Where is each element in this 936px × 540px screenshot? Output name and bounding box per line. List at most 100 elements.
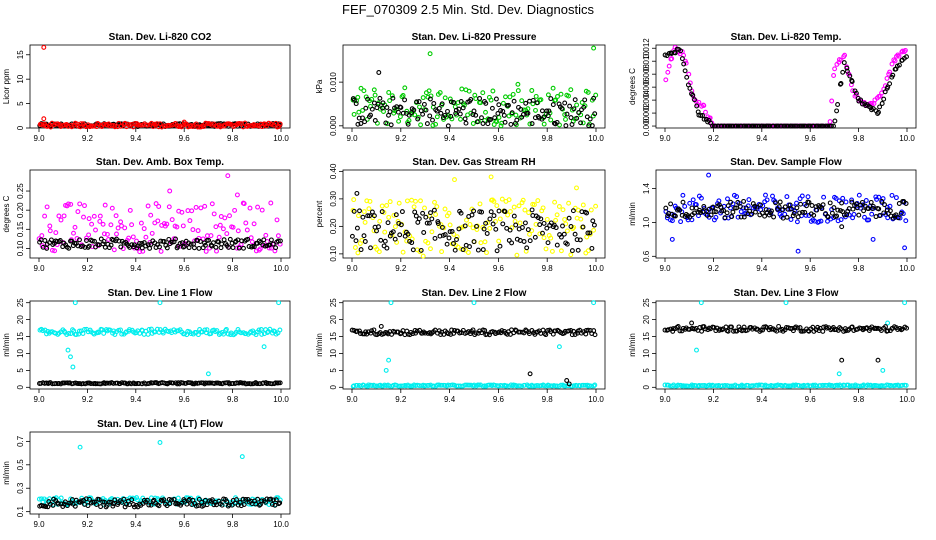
data-point <box>883 324 888 330</box>
x-tick-label: 9.0 <box>659 134 671 143</box>
data-point <box>387 109 393 115</box>
data-point <box>504 383 510 389</box>
data-point <box>376 70 382 75</box>
data-point <box>838 217 844 223</box>
data-point <box>593 92 599 98</box>
data-point <box>44 204 50 210</box>
data-point <box>556 204 562 209</box>
chart-panel-3: Stan. Dev. Li-820 Temp. degrees C 9.0 9.2 9.… <box>628 32 917 143</box>
data-point <box>137 241 142 246</box>
data-point <box>202 240 207 246</box>
data-point <box>554 242 560 248</box>
data-point <box>529 121 535 127</box>
data-point <box>418 198 423 204</box>
data-point <box>550 85 556 91</box>
data-point <box>790 123 796 129</box>
data-point <box>459 86 465 92</box>
data-point <box>202 242 208 248</box>
data-point <box>735 199 741 205</box>
data-point <box>153 201 159 207</box>
data-point <box>76 331 82 337</box>
data-point <box>389 93 395 99</box>
data-point <box>494 248 500 254</box>
data-point <box>104 380 110 386</box>
data-point <box>498 108 504 113</box>
data-point <box>118 327 123 333</box>
data-point <box>814 207 820 213</box>
data-point <box>167 380 173 386</box>
data-point <box>537 222 543 228</box>
data-point <box>548 117 554 123</box>
data-point <box>240 496 246 502</box>
data-point <box>238 330 244 336</box>
data-point <box>538 97 544 103</box>
data-point <box>451 330 457 336</box>
data-point <box>553 225 559 231</box>
data-point <box>784 194 790 200</box>
data-point <box>204 327 210 333</box>
data-point <box>57 238 63 243</box>
data-point <box>126 327 132 333</box>
data-point <box>96 497 102 502</box>
data-point <box>452 177 457 183</box>
data-point <box>387 98 393 104</box>
data-point <box>195 238 201 244</box>
data-point <box>460 247 466 253</box>
data-point <box>532 234 538 240</box>
data-point <box>56 213 62 219</box>
data-point <box>562 217 568 222</box>
data-point <box>451 100 457 105</box>
data-point <box>205 371 211 377</box>
data-point <box>571 106 577 112</box>
data-point <box>277 238 283 244</box>
data-point <box>167 188 173 194</box>
data-point <box>236 121 242 126</box>
y-axis-label: ml/min <box>315 333 324 357</box>
data-point <box>482 327 488 333</box>
data-point <box>764 197 770 203</box>
data-point <box>484 250 489 256</box>
data-point <box>182 243 187 249</box>
data-point <box>369 328 375 334</box>
x-tick-label: 9.8 <box>853 134 865 143</box>
data-point <box>566 200 572 206</box>
data-point <box>685 383 691 389</box>
data-point <box>447 222 453 228</box>
data-point <box>112 124 118 130</box>
data-point <box>568 328 574 333</box>
data-point <box>478 240 484 246</box>
y-tick-label: 0.000 <box>329 115 338 136</box>
data-point <box>892 58 898 64</box>
data-point <box>887 69 893 75</box>
data-point <box>213 224 219 230</box>
series-black <box>349 323 598 387</box>
data-point <box>728 199 734 205</box>
data-point <box>795 248 801 254</box>
data-point <box>666 63 672 69</box>
data-point <box>522 220 528 226</box>
x-tick-label: 9.2 <box>395 134 407 143</box>
data-point <box>416 216 422 222</box>
data-point <box>499 196 505 202</box>
data-point <box>383 367 389 373</box>
data-point <box>427 113 433 119</box>
data-point <box>480 90 486 96</box>
data-point <box>410 331 416 337</box>
data-point <box>477 96 483 101</box>
x-tick-label: 9.0 <box>659 395 671 404</box>
data-point <box>420 111 426 117</box>
data-point <box>78 121 84 127</box>
data-point <box>491 213 497 219</box>
data-point <box>351 383 357 389</box>
data-point <box>448 113 454 119</box>
data-point <box>560 207 566 213</box>
data-point <box>82 203 87 209</box>
data-point <box>507 209 513 214</box>
y-axis-label: ml/min <box>628 202 637 226</box>
data-point <box>854 205 860 211</box>
y-axis-label: kPa <box>315 79 324 93</box>
data-point <box>698 113 704 119</box>
data-point <box>464 217 469 223</box>
plot-frame <box>342 300 606 390</box>
data-point <box>876 194 882 200</box>
